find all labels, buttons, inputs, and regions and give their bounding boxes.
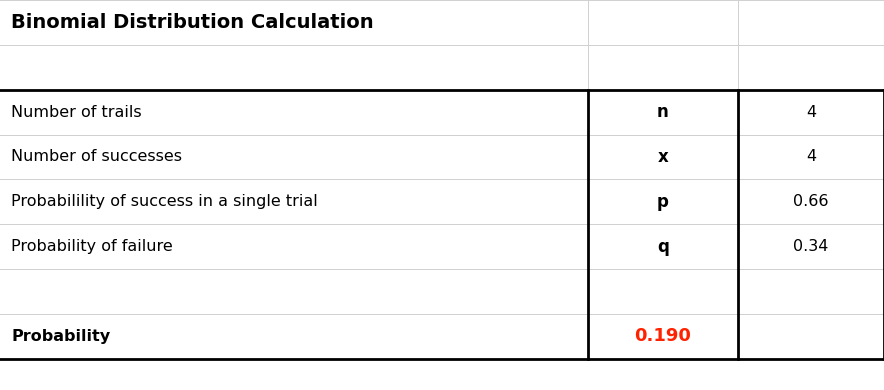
- Text: 0.34: 0.34: [793, 239, 829, 254]
- Text: Probability of failure: Probability of failure: [11, 239, 173, 254]
- Text: q: q: [657, 238, 669, 256]
- Text: Binomial Distribution Calculation: Binomial Distribution Calculation: [11, 13, 374, 32]
- Text: x: x: [658, 148, 668, 166]
- Text: Probability: Probability: [11, 329, 110, 344]
- Text: 4: 4: [806, 105, 816, 120]
- Text: 0.66: 0.66: [793, 194, 829, 209]
- Text: Number of trails: Number of trails: [11, 105, 142, 120]
- Text: n: n: [657, 103, 669, 121]
- Text: Number of successes: Number of successes: [11, 149, 182, 165]
- Text: Probabilility of success in a single trial: Probabilility of success in a single tri…: [11, 194, 318, 209]
- Text: 0.190: 0.190: [635, 327, 691, 346]
- Text: p: p: [657, 193, 669, 211]
- Text: 4: 4: [806, 149, 816, 165]
